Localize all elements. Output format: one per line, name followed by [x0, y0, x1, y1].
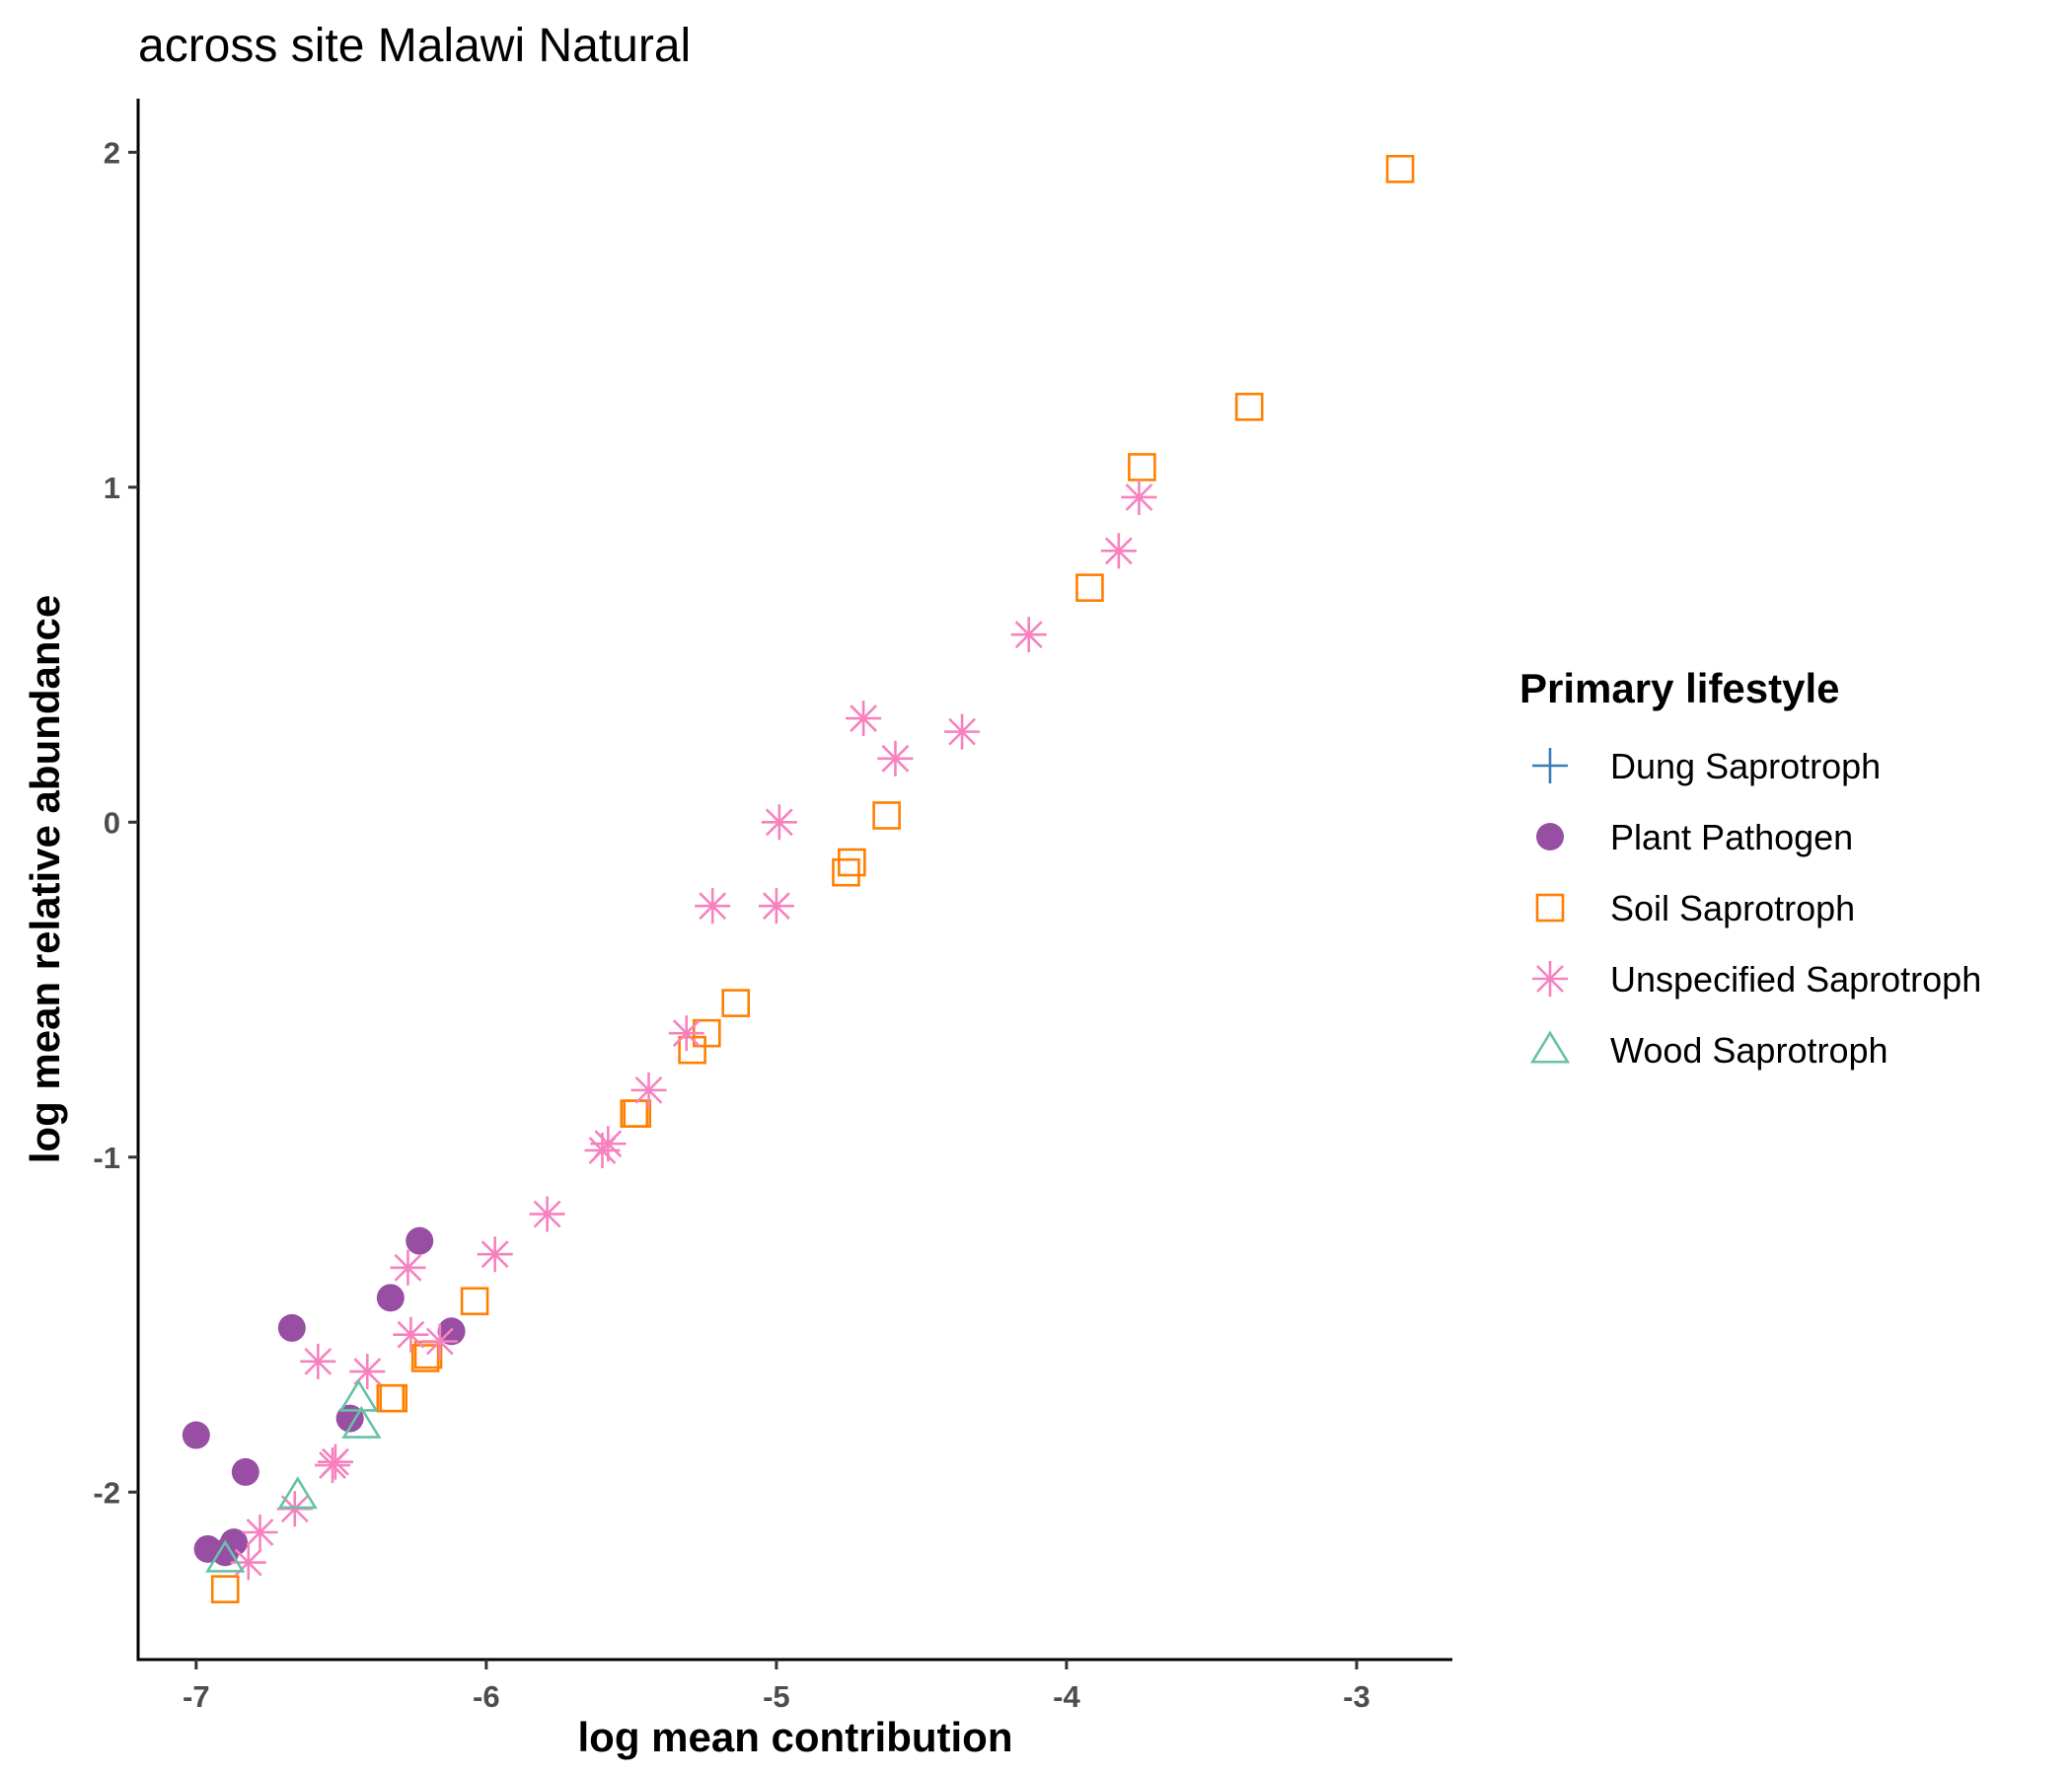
y-tick-label: -1: [93, 1141, 120, 1175]
point-unspecified-saprotroph: [761, 804, 797, 841]
x-tick-label: -4: [1053, 1679, 1080, 1714]
point-unspecified-saprotroph: [421, 1323, 458, 1360]
y-ticks: -2 -1 0 1 2: [93, 135, 138, 1510]
point-unspecified-saprotroph: [390, 1249, 426, 1286]
data-points: [182, 154, 1415, 1604]
point-soil-saprotroph: [410, 1344, 440, 1372]
axes: [136, 99, 1452, 1662]
point-soil-saprotroph: [678, 1035, 706, 1065]
y-axis-title: log mean relative abundance: [22, 595, 68, 1164]
legend-key-wood-saprotroph: [1529, 1030, 1571, 1064]
point-plant-pathogen: [231, 1457, 259, 1486]
legend-item-plant-pathogen: Plant Pathogen: [1536, 817, 1853, 857]
y-tick-label: 1: [104, 471, 120, 505]
point-unspecified-saprotroph: [393, 1316, 429, 1353]
point-soil-saprotroph: [721, 989, 751, 1017]
x-tick-label: -5: [763, 1679, 790, 1714]
x-tick-label: -6: [473, 1679, 500, 1714]
legend-label: Wood Saprotroph: [1610, 1030, 1888, 1071]
legend-label: Plant Pathogen: [1610, 817, 1853, 857]
x-tick-label: -7: [183, 1679, 210, 1714]
legend-key-soil-saprotroph: [1535, 893, 1565, 923]
legend: Primary lifestyle Dung Saprotroph Plant P…: [1519, 665, 1981, 1071]
legend-key-unspecified-saprotroph: [1532, 961, 1568, 997]
legend-item-wood-saprotroph: Wood Saprotroph: [1529, 1030, 1888, 1071]
legend-item-soil-saprotroph: Soil Saprotroph: [1535, 888, 1855, 928]
legend-key-plant-pathogen: [1536, 823, 1564, 851]
point-unspecified-saprotroph: [477, 1236, 513, 1273]
point-unspecified-saprotroph: [846, 701, 882, 737]
legend-label: Soil Saprotroph: [1610, 888, 1855, 928]
point-soil-saprotroph: [1075, 573, 1104, 602]
legend-items: Dung Saprotroph Plant Pathogen Soil Saprot…: [1529, 746, 1981, 1071]
point-unspecified-saprotroph: [276, 1491, 313, 1527]
point-unspecified-saprotroph: [668, 1015, 704, 1052]
point-soil-saprotroph: [1128, 453, 1156, 481]
point-wood-saprotroph: [341, 1405, 382, 1439]
legend-title: Primary lifestyle: [1519, 665, 1840, 711]
point-plant-pathogen: [277, 1313, 306, 1342]
point-unspecified-saprotroph: [944, 713, 981, 750]
point-unspecified-saprotroph: [630, 1072, 667, 1108]
point-soil-saprotroph: [1385, 154, 1415, 184]
point-unspecified-saprotroph: [695, 888, 731, 925]
point-unspecified-saprotroph: [1010, 617, 1047, 653]
point-soil-saprotroph: [872, 801, 901, 830]
point-unspecified-saprotroph: [242, 1514, 278, 1550]
point-unspecified-saprotroph: [315, 1447, 351, 1484]
x-tick-label: -3: [1343, 1679, 1370, 1714]
point-soil-saprotroph: [210, 1575, 240, 1604]
point-unspecified-saprotroph: [300, 1343, 336, 1379]
point-soil-saprotroph: [620, 1099, 649, 1128]
point-plant-pathogen: [182, 1421, 210, 1449]
point-unspecified-saprotroph: [1121, 479, 1157, 515]
point-plant-pathogen: [220, 1528, 249, 1557]
legend-key-dung-saprotroph: [1532, 748, 1568, 783]
point-unspecified-saprotroph: [584, 1132, 621, 1168]
point-unspecified-saprotroph: [877, 740, 914, 777]
point-plant-pathogen: [376, 1284, 405, 1312]
chart-title: across site Malawi Natural: [138, 20, 691, 72]
point-unspecified-saprotroph: [230, 1544, 266, 1581]
point-soil-saprotroph: [376, 1383, 406, 1413]
legend-item-dung-saprotroph: Dung Saprotroph: [1532, 746, 1881, 786]
legend-label: Unspecified Saprotroph: [1610, 959, 1981, 999]
point-soil-saprotroph: [460, 1287, 489, 1316]
y-tick-label: -2: [93, 1475, 120, 1510]
point-soil-saprotroph: [1234, 393, 1264, 421]
point-unspecified-saprotroph: [529, 1196, 565, 1232]
y-tick-label: 0: [104, 805, 120, 840]
point-soil-saprotroph: [832, 857, 860, 887]
point-wood-saprotroph: [277, 1476, 318, 1510]
point-unspecified-saprotroph: [1100, 533, 1137, 569]
point-soil-saprotroph: [838, 848, 866, 877]
legend-label: Dung Saprotroph: [1610, 746, 1881, 786]
x-ticks: -7 -6 -5 -4 -3: [183, 1660, 1370, 1714]
point-unspecified-saprotroph: [349, 1354, 386, 1390]
point-plant-pathogen: [406, 1226, 434, 1255]
x-axis-title: log mean contribution: [578, 1714, 1013, 1760]
point-wood-saprotroph: [205, 1539, 246, 1573]
y-tick-label: 2: [104, 135, 120, 170]
point-unspecified-saprotroph: [758, 888, 794, 925]
point-wood-saprotroph: [338, 1378, 379, 1412]
legend-item-unspecified-saprotroph: Unspecified Saprotroph: [1532, 959, 1981, 999]
